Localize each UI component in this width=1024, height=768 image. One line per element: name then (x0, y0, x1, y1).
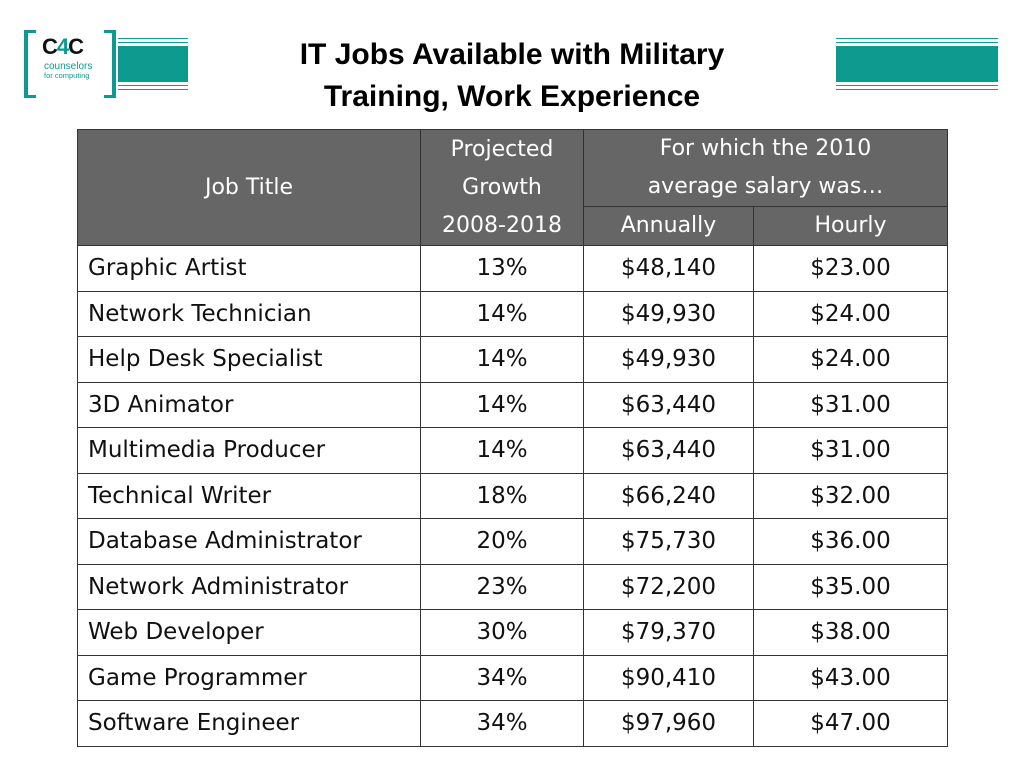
cell-job-title: Network Technician (77, 290, 421, 337)
cell-hourly-wage: $35.00 (753, 563, 948, 610)
it-jobs-table: Job Title Projected Growth 2008-2018 For… (77, 129, 948, 747)
cell-growth: 34% (420, 654, 584, 701)
header-growth-line3: 2008-2018 (442, 212, 562, 238)
cell-job-title: Multimedia Producer (77, 427, 421, 474)
cell-job-title: Software Engineer (77, 700, 421, 747)
cell-job-title: Technical Writer (77, 472, 421, 519)
cell-annual-salary: $79,370 (583, 609, 754, 656)
header-growth-line1: Projected (450, 136, 554, 162)
table-row: Technical Writer 18% $66,240 $32.00 (77, 472, 948, 519)
logo-mark: C4C (42, 34, 84, 59)
header-growth-line2: Growth (462, 174, 542, 200)
cell-hourly-wage: $24.00 (753, 336, 948, 383)
cell-annual-salary: $90,410 (583, 654, 754, 701)
cell-job-title: Database Administrator (77, 518, 421, 565)
cell-growth: 14% (420, 336, 584, 383)
decorative-stripe-right (836, 38, 998, 90)
logo-tagline-line1: counselors (44, 61, 93, 72)
cell-annual-salary: $75,730 (583, 518, 754, 565)
cell-hourly-wage: $31.00 (753, 427, 948, 474)
cell-annual-salary: $66,240 (583, 472, 754, 519)
header-salary-line2: average salary was… (647, 174, 884, 199)
header-job-title: Job Title (77, 129, 421, 246)
cell-annual-salary: $49,930 (583, 336, 754, 383)
header-annually: Annually (583, 206, 754, 246)
header-projected-growth: Projected Growth 2008-2018 (420, 129, 584, 246)
cell-growth: 14% (420, 381, 584, 428)
logo-mark-c2: C (68, 34, 84, 59)
cell-growth: 34% (420, 700, 584, 747)
logo-bracket-right (104, 30, 116, 98)
table-row: Game Programmer 34% $90,410 $43.00 (77, 654, 948, 701)
logo-tagline-line2: for computing (44, 71, 90, 80)
header-salary-line1: For which the 2010 (659, 136, 872, 161)
cell-job-title: Graphic Artist (77, 245, 421, 292)
cell-growth: 14% (420, 290, 584, 337)
cell-growth: 20% (420, 518, 584, 565)
cell-annual-salary: $63,440 (583, 381, 754, 428)
cell-annual-salary: $72,200 (583, 563, 754, 610)
slide-title-line2: Training, Work Experience (323, 80, 701, 113)
cell-job-title: 3D Animator (77, 381, 421, 428)
logo-mark-4: 4 (56, 34, 69, 59)
cell-job-title: Network Administrator (77, 563, 421, 610)
table-row: Network Administrator 23% $72,200 $35.00 (77, 563, 948, 610)
cell-annual-salary: $49,930 (583, 290, 754, 337)
cell-hourly-wage: $43.00 (753, 654, 948, 701)
table-row: Help Desk Specialist 14% $49,930 $24.00 (77, 336, 948, 383)
decorative-stripe-left (118, 38, 188, 90)
cell-hourly-wage: $23.00 (753, 245, 948, 292)
table-row: Software Engineer 34% $97,960 $47.00 (77, 700, 948, 747)
header-hourly: Hourly (753, 206, 948, 246)
cell-hourly-wage: $47.00 (753, 700, 948, 747)
cell-job-title: Game Programmer (77, 654, 421, 701)
cell-annual-salary: $63,440 (583, 427, 754, 474)
slide-title-line1: IT Jobs Available with Military (299, 38, 725, 71)
cell-annual-salary: $97,960 (583, 700, 754, 747)
cell-job-title: Web Developer (77, 609, 421, 656)
cell-growth: 13% (420, 245, 584, 292)
logo-tagline: counselors for computing (44, 61, 104, 81)
table-row: Multimedia Producer 14% $63,440 $31.00 (77, 427, 948, 474)
slide-title: IT Jobs Available with Military Training… (230, 34, 794, 118)
cell-hourly-wage: $24.00 (753, 290, 948, 337)
logo-bracket-left (24, 30, 36, 98)
header-salary-group: For which the 2010 average salary was… (583, 129, 948, 207)
table-row: Database Administrator 20% $75,730 $36.0… (77, 518, 948, 565)
table-row: Graphic Artist 13% $48,140 $23.00 (77, 245, 948, 292)
cell-hourly-wage: $38.00 (753, 609, 948, 656)
table-row: Network Technician 14% $49,930 $24.00 (77, 290, 948, 337)
cell-growth: 30% (420, 609, 584, 656)
cell-job-title: Help Desk Specialist (77, 336, 421, 383)
cell-hourly-wage: $32.00 (753, 472, 948, 519)
cell-growth: 23% (420, 563, 584, 610)
table-row: Web Developer 30% $79,370 $38.00 (77, 609, 948, 656)
logo-mark-c1: C (42, 34, 58, 59)
cell-growth: 14% (420, 427, 584, 474)
cell-hourly-wage: $36.00 (753, 518, 948, 565)
cell-hourly-wage: $31.00 (753, 381, 948, 428)
cell-growth: 18% (420, 472, 584, 519)
cell-annual-salary: $48,140 (583, 245, 754, 292)
c4c-logo: C4C counselors for computing (24, 30, 120, 98)
table-row: 3D Animator 14% $63,440 $31.00 (77, 381, 948, 428)
